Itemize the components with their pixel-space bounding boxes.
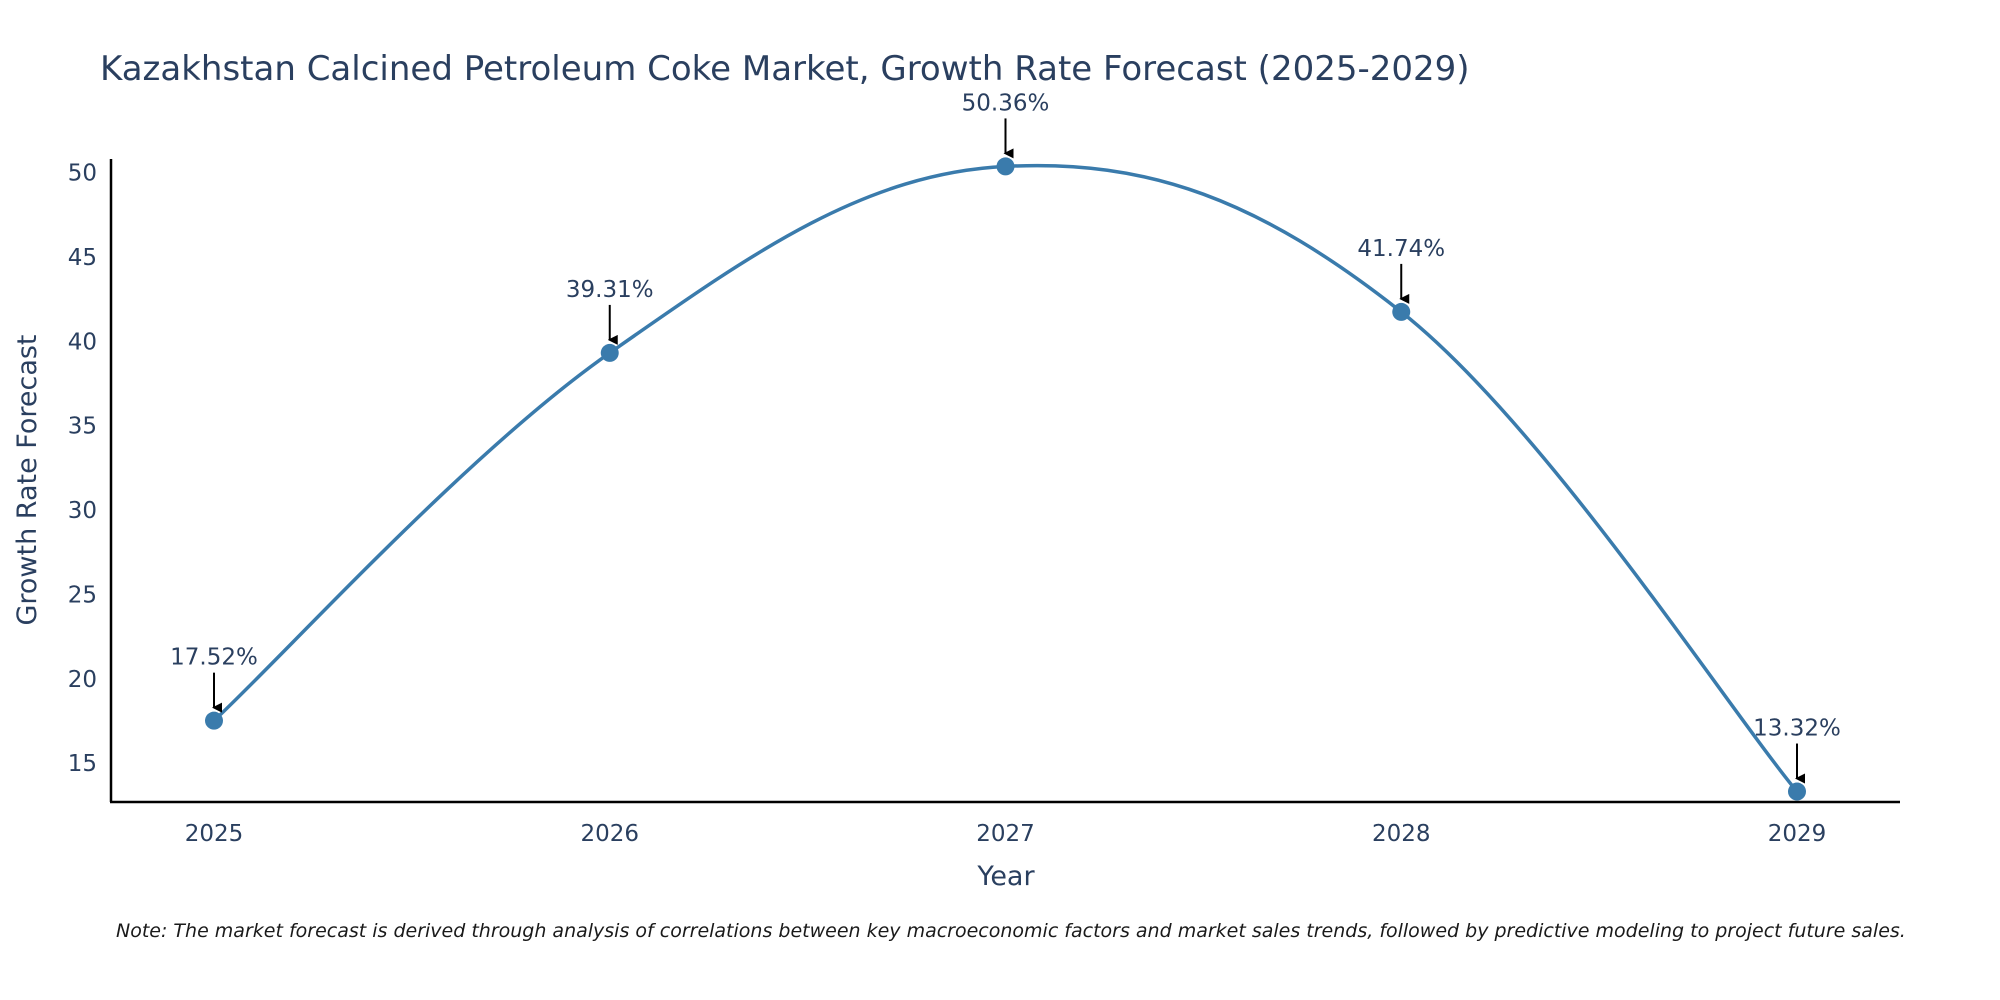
data-label: 39.31% xyxy=(566,277,654,303)
data-point xyxy=(205,711,223,730)
x-tick-label: 2025 xyxy=(185,821,244,847)
x-tick-label: 2027 xyxy=(976,821,1035,847)
growth-rate-line xyxy=(212,163,1799,794)
data-label: 41.74% xyxy=(1357,236,1445,262)
data-point xyxy=(1788,782,1806,801)
y-tick-label: 35 xyxy=(68,414,97,440)
x-tick-label: 2028 xyxy=(1372,821,1431,847)
y-tick-label: 15 xyxy=(68,751,97,777)
data-label: 13.32% xyxy=(1753,716,1841,742)
data-label: 50.36% xyxy=(962,90,1050,116)
x-tick-label: 2029 xyxy=(1768,821,1827,847)
data-point xyxy=(996,157,1015,176)
x-axis-title: Year xyxy=(976,861,1035,892)
y-axis-ticks: 15 20 25 30 35 40 45 50 xyxy=(68,161,97,778)
x-axis-ticks: 2025 2026 2027 2028 2029 xyxy=(185,821,1827,847)
y-tick-label: 25 xyxy=(68,582,97,608)
data-markers xyxy=(205,157,1806,801)
y-tick-label: 40 xyxy=(68,329,97,355)
y-tick-label: 45 xyxy=(68,245,97,271)
data-annotations: 17.52% 39.31% 50.36% 41.74% 13.32% xyxy=(170,90,1841,784)
data-label: 17.52% xyxy=(170,645,258,671)
y-axis-title: Growth Rate Forecast xyxy=(12,334,43,625)
chart-title: Kazakhstan Calcined Petroleum Coke Marke… xyxy=(100,49,1470,89)
data-point xyxy=(1392,302,1411,321)
x-tick-label: 2026 xyxy=(580,821,639,847)
y-tick-label: 20 xyxy=(68,667,97,693)
y-tick-label: 30 xyxy=(68,498,97,524)
y-tick-label: 50 xyxy=(68,161,97,187)
forecast-note: Note: The market forecast is derived thr… xyxy=(116,920,1906,942)
data-point xyxy=(600,343,619,362)
